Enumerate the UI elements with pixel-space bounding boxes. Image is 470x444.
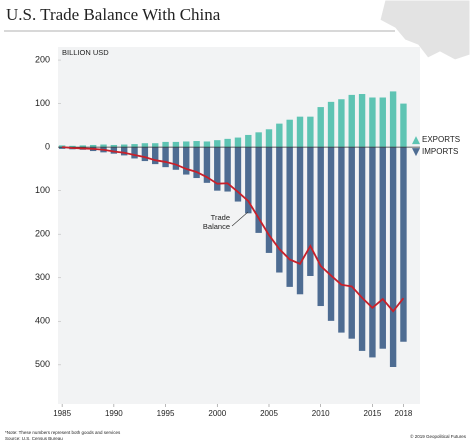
bar (58, 145, 66, 148)
bar (245, 134, 252, 148)
legend-label: EXPORTS (422, 135, 460, 144)
x-tick-label: 1995 (157, 409, 175, 418)
legend-marker (412, 148, 420, 157)
x-tick-label: 2010 (312, 409, 330, 418)
bar (358, 94, 366, 148)
bar (172, 141, 180, 148)
bar (131, 144, 138, 148)
y-tick-label: 500 (35, 359, 50, 369)
bar (348, 94, 355, 148)
bar (100, 144, 107, 148)
bar (317, 107, 324, 148)
bar (234, 137, 242, 148)
bar (152, 143, 159, 148)
bar (389, 147, 397, 367)
x-tick-label: 1990 (105, 409, 123, 418)
bar (286, 147, 293, 287)
bar (276, 147, 283, 273)
x-tick-label: 2000 (208, 409, 226, 418)
bar (296, 147, 304, 295)
bar (131, 147, 138, 159)
x-tick-label: 1985 (53, 409, 71, 418)
bar (276, 123, 283, 148)
bar (162, 147, 169, 168)
bar (369, 147, 376, 358)
y-axis-label: BILLION USD (62, 48, 109, 57)
bar (110, 147, 118, 154)
bar (172, 147, 180, 170)
bar (389, 91, 397, 148)
trade-balance-line (62, 146, 405, 313)
bar (358, 147, 366, 351)
bar (152, 147, 159, 165)
x-tick-label: 2005 (260, 409, 278, 418)
bar (69, 145, 76, 148)
legend-marker (412, 136, 420, 145)
bar (214, 140, 221, 148)
bar (214, 147, 221, 191)
bar (120, 144, 128, 148)
bar (369, 97, 376, 148)
bar (338, 99, 345, 148)
y-tick-label: 100 (35, 98, 50, 108)
plot-background (58, 47, 420, 404)
bar (183, 147, 190, 175)
bar (379, 147, 386, 349)
x-tick-label: 2015 (364, 409, 382, 418)
bar (203, 141, 211, 148)
bar (265, 147, 273, 253)
y-tick-label: 200 (35, 229, 50, 239)
bar (245, 147, 252, 214)
bar (255, 147, 262, 233)
bar (338, 147, 345, 333)
bar (296, 116, 304, 148)
bar (89, 144, 97, 148)
bar (110, 144, 118, 148)
map-decoration (379, 0, 470, 61)
bar (141, 147, 149, 162)
bar (255, 132, 262, 148)
line-annotation: Trade Balance (202, 213, 230, 231)
bar (265, 129, 273, 148)
annotation-leader (231, 211, 249, 227)
bar (224, 138, 231, 148)
bar (79, 145, 87, 148)
y-tick-label: 0 (45, 142, 50, 152)
bar (317, 147, 324, 307)
bar (307, 147, 314, 277)
bar (120, 147, 128, 156)
y-tick-label: 400 (35, 316, 50, 326)
chart-title: U.S. Trade Balance With China (6, 5, 221, 24)
bar (400, 103, 407, 148)
source: Source: U.S. Census Bureau (5, 436, 63, 441)
x-tick-label: 2018 (395, 409, 413, 418)
bar (224, 147, 231, 192)
bar (286, 119, 293, 148)
y-tick-label: 100 (35, 185, 50, 195)
bar (327, 147, 335, 321)
bar (327, 101, 335, 148)
bar (234, 147, 242, 202)
note: *Note: These numbers represent both good… (5, 430, 121, 435)
y-tick-label: 200 (35, 54, 50, 64)
bar (307, 116, 314, 148)
bar (348, 147, 355, 339)
bar (400, 147, 407, 342)
y-tick-label: 300 (35, 272, 50, 282)
bar (162, 141, 169, 148)
bar (141, 143, 149, 148)
bar (193, 147, 200, 179)
bar (193, 141, 200, 148)
bar (379, 97, 386, 148)
legend-label: IMPORTS (422, 147, 458, 156)
bar (203, 147, 211, 183)
credit: © 2019 Geopolitical Futures (410, 433, 467, 439)
bar (183, 141, 190, 148)
